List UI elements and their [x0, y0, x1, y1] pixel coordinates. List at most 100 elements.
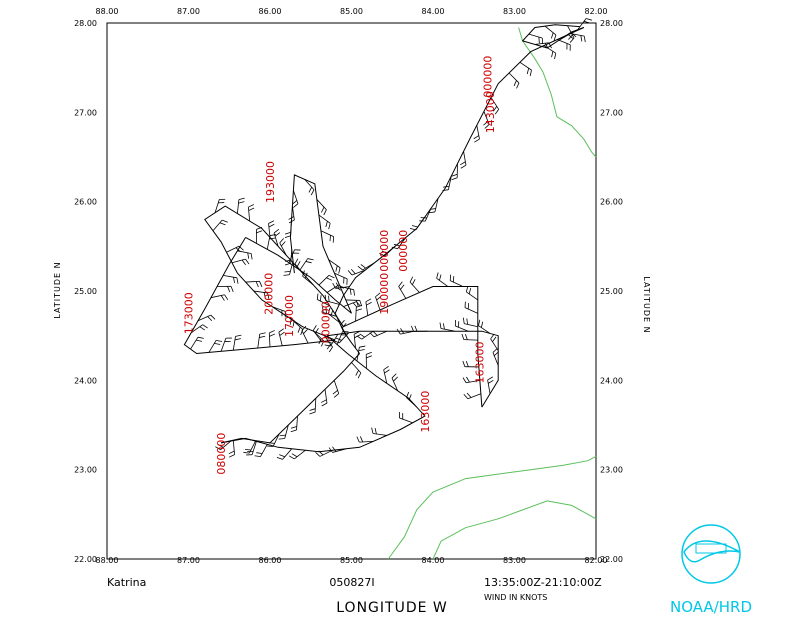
wind-barb: [391, 373, 399, 391]
lon-tick-bottom: 84.00: [422, 556, 445, 565]
time-label: 000000: [378, 230, 391, 272]
lat-tick-right: 22.00: [600, 555, 623, 564]
wind-units-label: WIND IN KNOTS: [484, 593, 547, 602]
wind-barb: [396, 328, 415, 335]
lat-tick-left: 25.00: [74, 287, 97, 296]
wind-barb: [462, 376, 480, 384]
wind-barb: [375, 292, 382, 311]
wind-barb: [248, 204, 255, 222]
wind-barb: [245, 280, 263, 288]
wind-barb: [288, 206, 295, 224]
time-label: 080000: [215, 433, 228, 475]
flight-track-leg: [334, 27, 585, 354]
lon-tick-top: 85.00: [340, 7, 363, 16]
wind-barb: [190, 324, 208, 334]
lat-tick-left: 22.00: [74, 555, 97, 564]
wind-barb: [353, 331, 361, 349]
wind-barb: [473, 125, 480, 143]
wind-barb: [371, 427, 387, 436]
wind-barb: [356, 436, 374, 443]
lon-tick-top: 88.00: [96, 7, 119, 16]
wind-barb: [328, 259, 341, 274]
wind-barb: [266, 234, 276, 250]
lat-tick-left: 26.00: [74, 198, 97, 207]
wind-barb: [462, 317, 478, 328]
wind-barb: [490, 333, 499, 351]
wind-barb: [232, 334, 242, 351]
wind-barb: [290, 416, 298, 433]
credit-label: NOAA/HRD: [670, 598, 752, 616]
wind-barb: [291, 190, 299, 208]
wind-barb: [324, 335, 333, 353]
wind-barb: [442, 175, 452, 191]
wind-barb: [351, 362, 362, 379]
wind-barb: [463, 392, 482, 400]
wind-barb: [483, 111, 490, 129]
wind-barb: [268, 330, 276, 347]
wind-barb: [460, 151, 467, 169]
wind-barb: [279, 238, 287, 256]
wind-barb: [246, 441, 257, 456]
wind-barb: [534, 42, 552, 49]
wind-barb: [369, 330, 387, 338]
coastline: [518, 27, 597, 158]
flight-track-leg: [327, 330, 499, 408]
ylabel-left: LATITUDE N: [53, 261, 62, 318]
time-label: 200000: [262, 273, 275, 315]
wind-barb: [451, 163, 458, 181]
flight-track-leg: [221, 335, 426, 453]
wind-barb: [190, 336, 204, 350]
coastline: [432, 500, 597, 560]
wind-barb: [332, 380, 340, 398]
wind-barb: [398, 281, 407, 299]
time-label: 000000: [482, 56, 495, 98]
wind-barb: [217, 285, 234, 293]
lon-tick-top: 86.00: [259, 7, 282, 16]
wind-barb: [365, 351, 372, 369]
lon-tick-bottom: 88.00: [96, 556, 119, 565]
lon-tick-top: 83.00: [503, 7, 526, 16]
wind-barb: [347, 268, 366, 276]
wind-barb: [398, 411, 413, 424]
wind-barb-layer: [190, 18, 592, 460]
wind-barb: [406, 391, 417, 408]
wind-barb: [461, 333, 478, 341]
wind-barb: [278, 424, 289, 440]
lat-tick-left: 28.00: [74, 19, 97, 28]
time-label: 170000: [283, 295, 296, 337]
wind-barb: [465, 285, 479, 301]
wind-barb: [231, 258, 250, 266]
wind-barb: [276, 448, 293, 460]
coastline: [387, 455, 597, 560]
time-range: 13:35:00Z-21:10:00Z: [484, 576, 602, 589]
wind-barb: [409, 276, 420, 293]
wind-barb: [543, 45, 557, 60]
wind-barb: [223, 274, 239, 284]
wind-barb: [288, 249, 301, 263]
noaa-logo: [681, 524, 741, 584]
wind-barb: [214, 198, 226, 213]
wind-barb: [288, 449, 306, 460]
wind-barb: [237, 250, 253, 260]
wind-barb: [316, 293, 330, 307]
wind-barb: [208, 340, 223, 353]
wind-barb: [210, 294, 229, 301]
wind-barb: [333, 332, 350, 344]
lon-tick-bottom: 82.00: [585, 556, 608, 565]
time-label: 000000: [320, 301, 333, 343]
wind-barb: [278, 328, 285, 346]
lon-tick-bottom: 85.00: [340, 556, 363, 565]
lat-tick-left: 23.00: [74, 466, 97, 475]
wind-barb: [508, 72, 520, 89]
wind-barb: [257, 332, 266, 349]
wind-barb: [215, 440, 232, 450]
wind-barb: [454, 319, 469, 332]
wind-barb: [436, 272, 449, 287]
lat-tick-right: 27.00: [600, 108, 623, 117]
flight-track-layer: [183, 24, 585, 453]
wind-barb: [301, 325, 309, 344]
lat-tick-right: 26.00: [600, 198, 623, 207]
wind-barb: [383, 366, 390, 384]
